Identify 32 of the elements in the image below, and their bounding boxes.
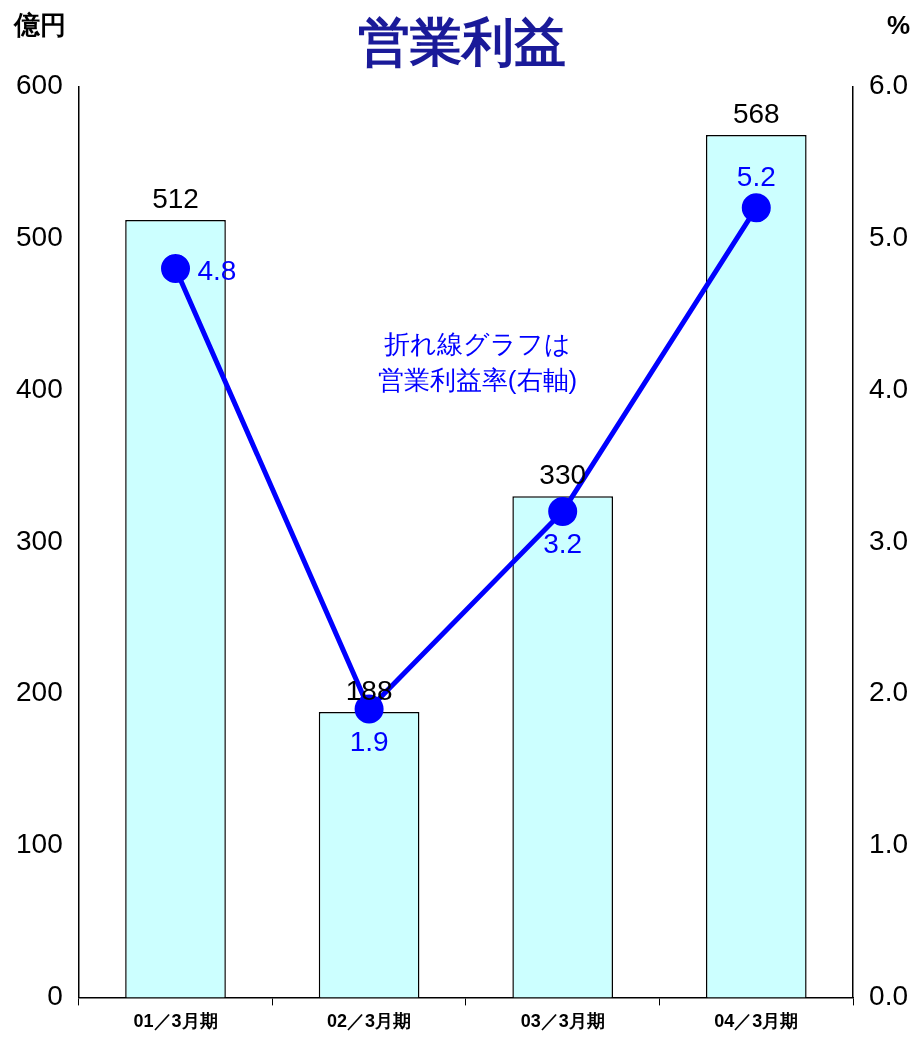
y2-tick-label: 1.0	[869, 828, 909, 860]
x-tick-label: 04／3月期	[714, 1011, 799, 1032]
x-tick-label: 01／3月期	[133, 1011, 218, 1032]
data-label: 330	[539, 459, 587, 491]
y-axis-title: 億円	[13, 10, 66, 41]
y2-axis-title: %	[886, 10, 910, 41]
y-tick-label: 0	[47, 980, 63, 1012]
y2-tick-label: 3.0	[869, 524, 909, 556]
data-label: 3.2	[543, 528, 583, 560]
point	[161, 254, 191, 284]
annotation: 折れ線グラフは	[384, 328, 572, 359]
x-tick-label: 02／3月期	[327, 1011, 412, 1032]
y-tick-label: 400	[16, 372, 63, 404]
y-tick-label: 500	[16, 220, 63, 252]
y-tick-label: 100	[16, 828, 63, 860]
y2-tick-label: 6.0	[869, 69, 909, 101]
y-tick-label: 200	[16, 676, 63, 708]
y2-tick-label: 2.0	[869, 676, 909, 708]
data-label: 5.2	[736, 160, 776, 192]
y2-tick-label: 0.0	[869, 980, 909, 1012]
x-tick-label: 03／3月期	[520, 1011, 605, 1032]
y-tick-label: 600	[16, 69, 63, 101]
y2-tick-label: 4.0	[869, 372, 909, 404]
data-label: 1.9	[349, 725, 389, 757]
data-label: 568	[732, 97, 780, 129]
point	[741, 193, 771, 223]
chart-title: 営業利益	[358, 12, 566, 71]
annotation: 営業利益率(右軸)	[377, 364, 578, 395]
y-tick-label: 300	[16, 524, 63, 556]
point	[548, 497, 578, 527]
data-label: 512	[152, 182, 199, 214]
y2-tick-label: 5.0	[869, 220, 909, 252]
